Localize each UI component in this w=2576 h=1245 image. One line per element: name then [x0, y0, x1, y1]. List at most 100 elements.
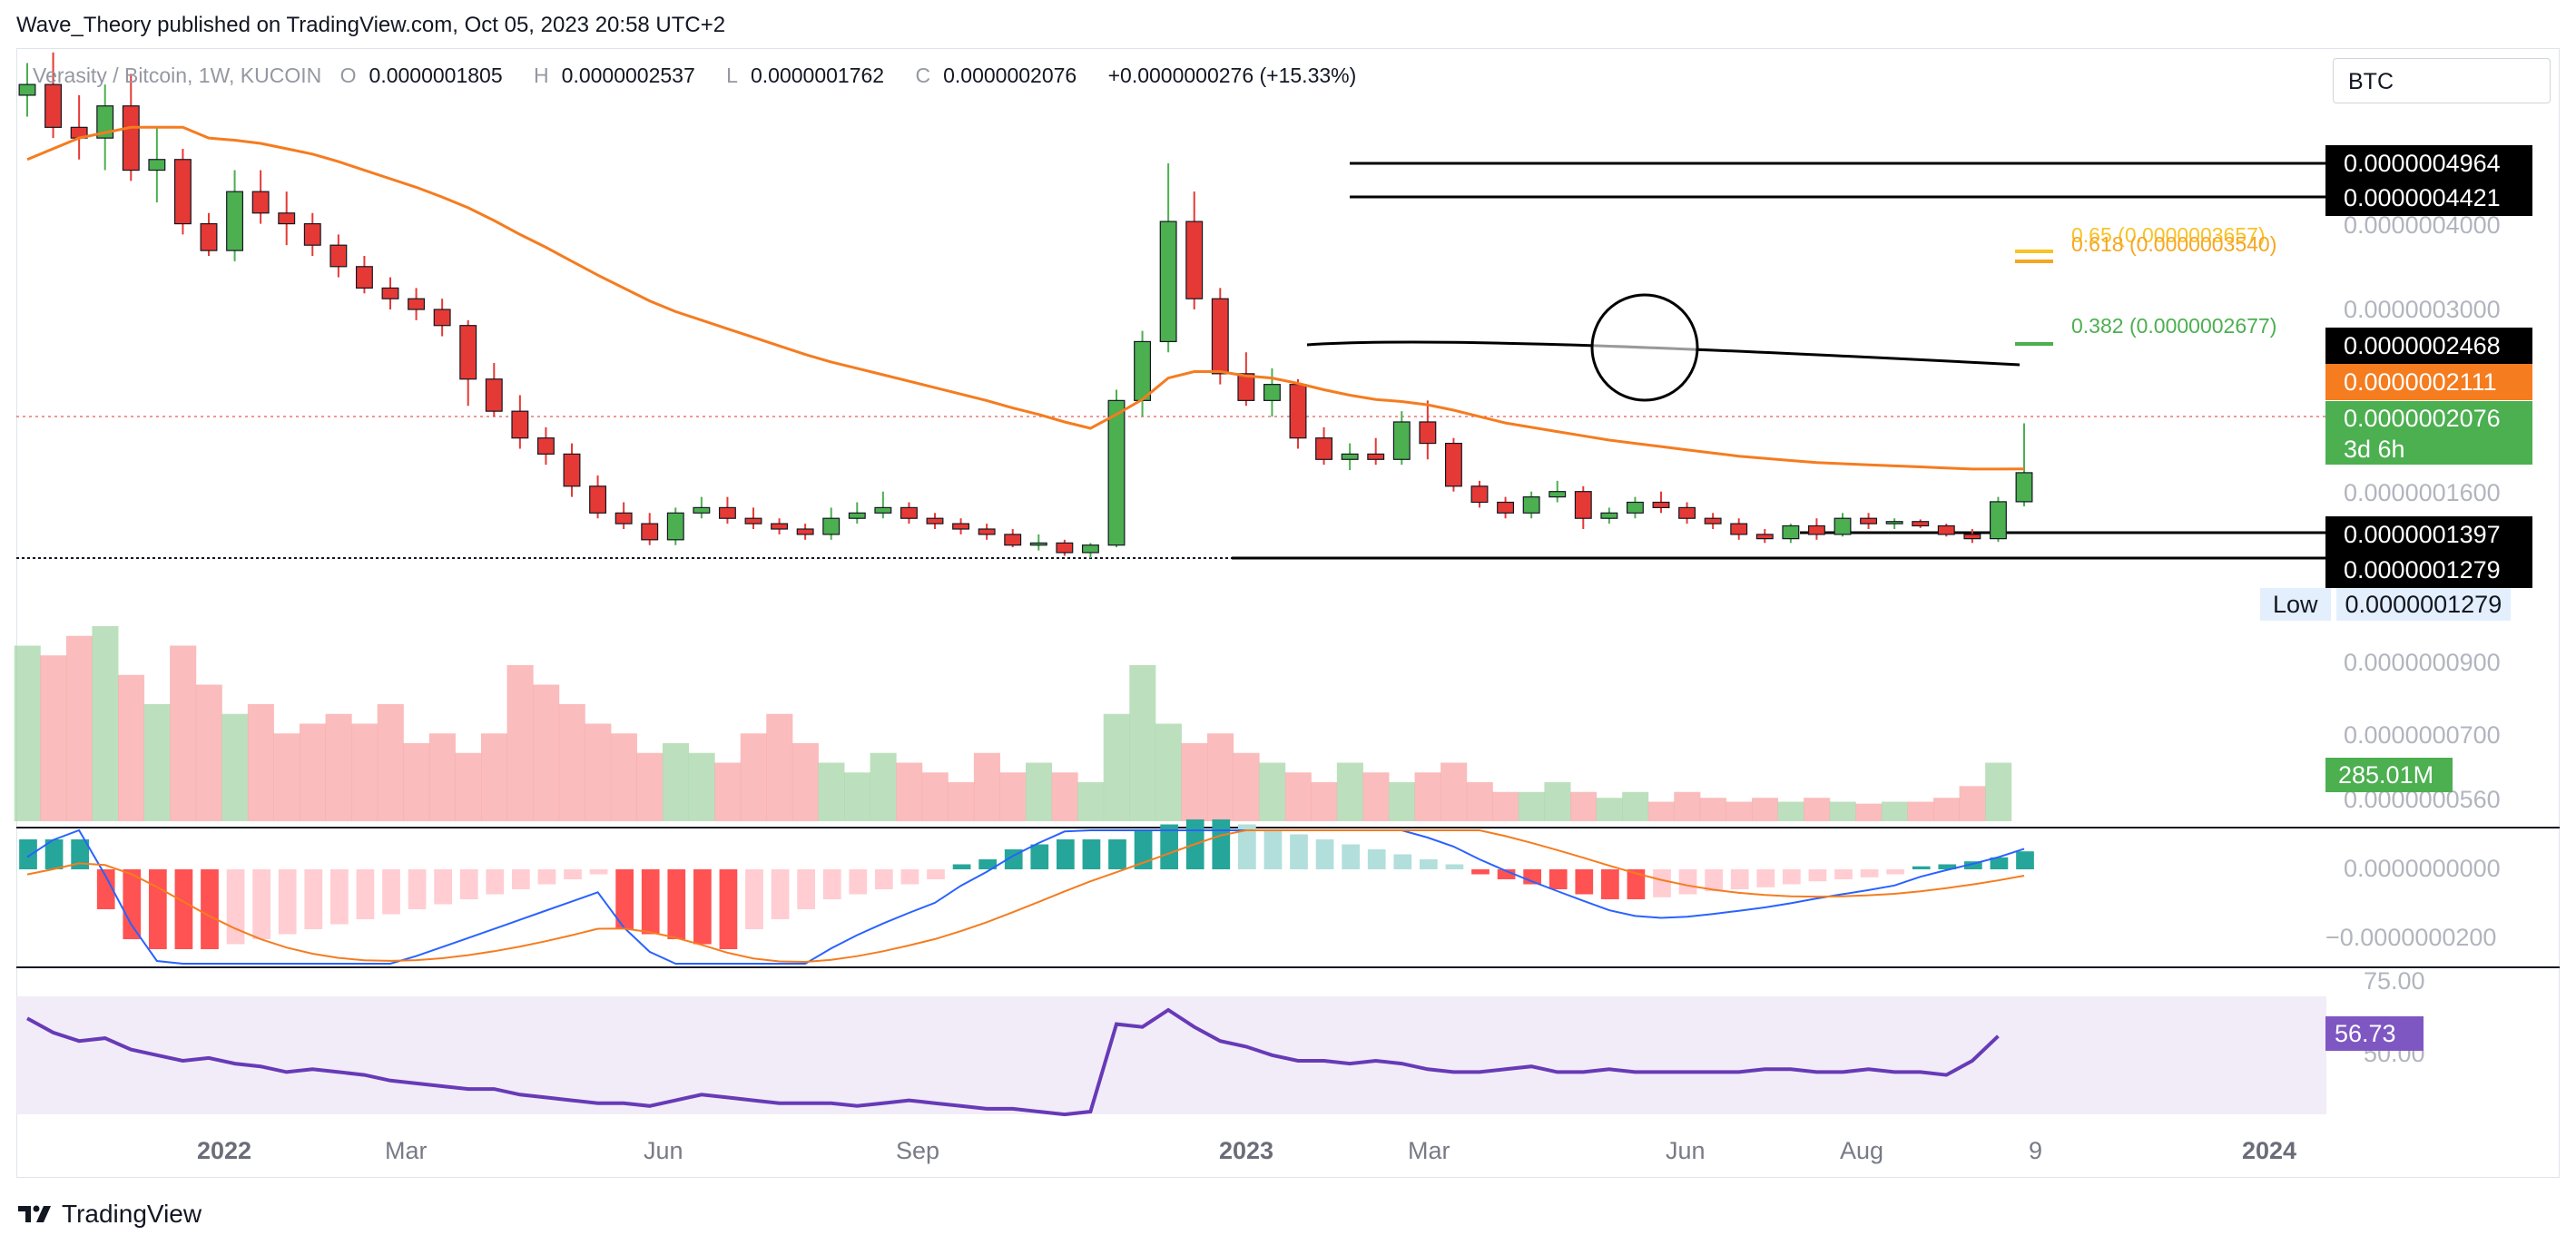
candle — [485, 363, 503, 417]
candle-body — [1341, 453, 1359, 460]
macd-hist-bar — [19, 839, 37, 869]
candle-body — [822, 517, 841, 535]
price-tag-support-2: 0.0000001279 — [2325, 552, 2532, 588]
macd-series — [19, 819, 2034, 949]
candle-body — [1937, 524, 1955, 535]
time-label: 2023 — [1219, 1137, 1274, 1164]
volume-bar — [844, 772, 871, 821]
candle-body — [200, 222, 218, 251]
candle-body — [1626, 501, 1644, 514]
candle-body — [44, 83, 63, 128]
macd-hist-bar — [1030, 844, 1049, 869]
candle — [563, 443, 581, 497]
volume-bar — [1414, 772, 1441, 821]
candle-body — [1392, 421, 1411, 460]
volume-bar — [221, 713, 249, 821]
volume-bar — [1129, 665, 1156, 821]
candle — [1004, 529, 1022, 548]
macd-hist-bar — [1082, 839, 1101, 869]
low-tag: Low 0.0000001279 — [2260, 588, 2512, 621]
currency-selector[interactable]: BTC — [2333, 58, 2551, 103]
candle — [511, 395, 529, 449]
volume-bar — [1181, 743, 1208, 821]
volume-bar — [1362, 772, 1390, 821]
candle — [1574, 485, 1592, 530]
candle — [1081, 543, 1099, 558]
candle — [1834, 513, 1852, 537]
macd-hist-bar — [1601, 869, 1619, 899]
macd-hist-bar — [1471, 869, 1490, 875]
candle — [536, 426, 555, 466]
candle-body — [355, 266, 373, 289]
macd-hist-bar — [408, 869, 427, 909]
macd-hist-bar — [1964, 861, 1982, 869]
macd-hist-bar — [96, 869, 115, 909]
candle — [381, 277, 399, 310]
volume-bar — [1855, 803, 1883, 821]
candle-body — [1755, 534, 1774, 540]
candle — [666, 507, 684, 545]
macd-hist-bar — [1886, 869, 1904, 875]
volume-bar — [170, 645, 197, 821]
volume-bar — [688, 752, 715, 821]
candle — [1315, 426, 1333, 466]
volume-bar — [1699, 798, 1726, 821]
candle — [1549, 480, 1567, 503]
candle — [1626, 496, 1644, 519]
candle — [926, 513, 944, 530]
volume-bar — [1518, 791, 1545, 821]
price-tag-support-1: 0.0000001397 — [2325, 516, 2532, 553]
volume-bar — [506, 665, 534, 821]
candle — [1782, 524, 1800, 544]
volume-bar — [1284, 772, 1312, 821]
candle — [641, 513, 659, 545]
candle — [355, 255, 373, 294]
candle-body — [978, 528, 996, 535]
volume-bar — [1907, 801, 1934, 821]
fib-label-0618: 0.618 (0.0000003540) — [2071, 232, 2277, 256]
candle — [278, 191, 296, 246]
volume-bar — [610, 733, 637, 821]
low-tag-value: 0.0000001279 — [2335, 588, 2512, 621]
volume-bar — [714, 762, 742, 821]
candle-body — [96, 105, 114, 139]
macd-hist-bar — [1860, 869, 1879, 877]
candle — [1600, 507, 1618, 524]
candle-body — [1652, 501, 1670, 509]
time-label: Sep — [896, 1137, 940, 1164]
candle — [329, 234, 348, 278]
tradingview-logo-text: TradingView — [62, 1200, 202, 1228]
candle-body — [173, 159, 192, 225]
volume-bar — [1752, 798, 1779, 821]
candle — [1444, 437, 1462, 492]
candle — [1755, 529, 1774, 544]
volume-tag: 285.01M — [2325, 758, 2453, 792]
macd-hist-bar — [849, 869, 868, 895]
macd-hist-bar — [226, 869, 245, 945]
candle-body — [536, 437, 555, 455]
tradingview-logo[interactable]: TradingView — [16, 1200, 202, 1229]
volume-bar — [65, 635, 93, 821]
volume-bar — [921, 772, 949, 821]
circle-annotation — [1590, 293, 1699, 402]
symbol-label: Verasity / Bitcoin, 1W, KUCOIN — [33, 64, 322, 87]
candle — [693, 496, 711, 519]
candle-body — [771, 523, 789, 530]
candle — [718, 496, 736, 524]
volume-bar — [1026, 762, 1053, 821]
macd-hist-bar — [1134, 829, 1153, 869]
macd-hist-bar — [71, 839, 89, 869]
low-tag-label: Low — [2260, 588, 2331, 621]
candle — [1963, 529, 1981, 544]
candle — [952, 518, 970, 534]
candle-body — [122, 105, 140, 172]
volume-bar — [1440, 762, 1468, 821]
candle — [1211, 288, 1229, 385]
candle-body — [1574, 491, 1592, 519]
candle — [848, 502, 866, 524]
macd-hist-bar — [1808, 869, 1827, 882]
candle — [96, 84, 114, 171]
volume-bar — [999, 772, 1027, 821]
candle — [173, 148, 192, 235]
